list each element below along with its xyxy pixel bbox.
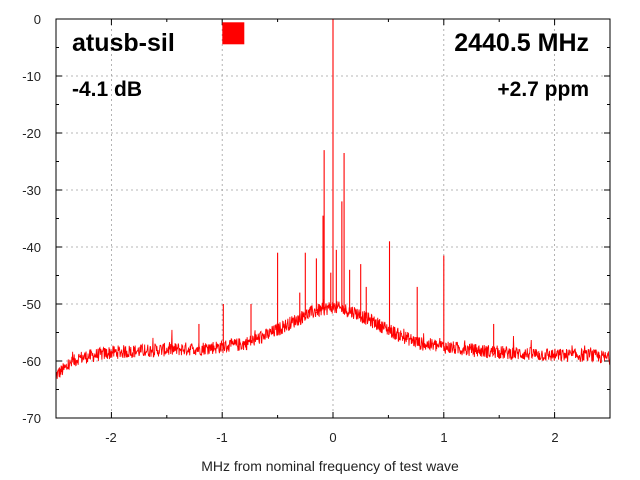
y-tick-label-minus40: -40 bbox=[22, 240, 41, 255]
level-label: -4.1 dB bbox=[72, 78, 142, 101]
y-tick-label-minus30: -30 bbox=[22, 183, 41, 198]
ppm-offset-label: +2.7 ppm bbox=[497, 78, 589, 101]
x-tick-label-minus1: -1 bbox=[216, 430, 228, 445]
x-tick-label-0: 0 bbox=[329, 430, 336, 445]
x-tick-label-1: 1 bbox=[440, 430, 447, 445]
x-tick-label-2: 2 bbox=[551, 430, 558, 445]
y-tick-label-minus20: -20 bbox=[22, 126, 41, 141]
spectrum-series bbox=[55, 19, 611, 379]
x-axis-title: MHz from nominal frequency of test wave bbox=[201, 458, 459, 474]
y-tick-label-minus50: -50 bbox=[22, 297, 41, 312]
noise-floor-trace bbox=[55, 299, 611, 379]
y-tick-label-minus60: -60 bbox=[22, 354, 41, 369]
device-label: atusb-sil bbox=[72, 29, 175, 57]
y-tick-label-minus70: -70 bbox=[22, 411, 41, 426]
y-tick-label-minus10: -10 bbox=[22, 69, 41, 84]
plot-frame bbox=[55, 18, 611, 419]
frequency-label: 2440.5 MHz bbox=[454, 29, 589, 57]
color-marker bbox=[222, 22, 245, 45]
y-tick-label-0: 0 bbox=[34, 12, 41, 27]
x-tick-label-minus2: -2 bbox=[105, 430, 117, 445]
